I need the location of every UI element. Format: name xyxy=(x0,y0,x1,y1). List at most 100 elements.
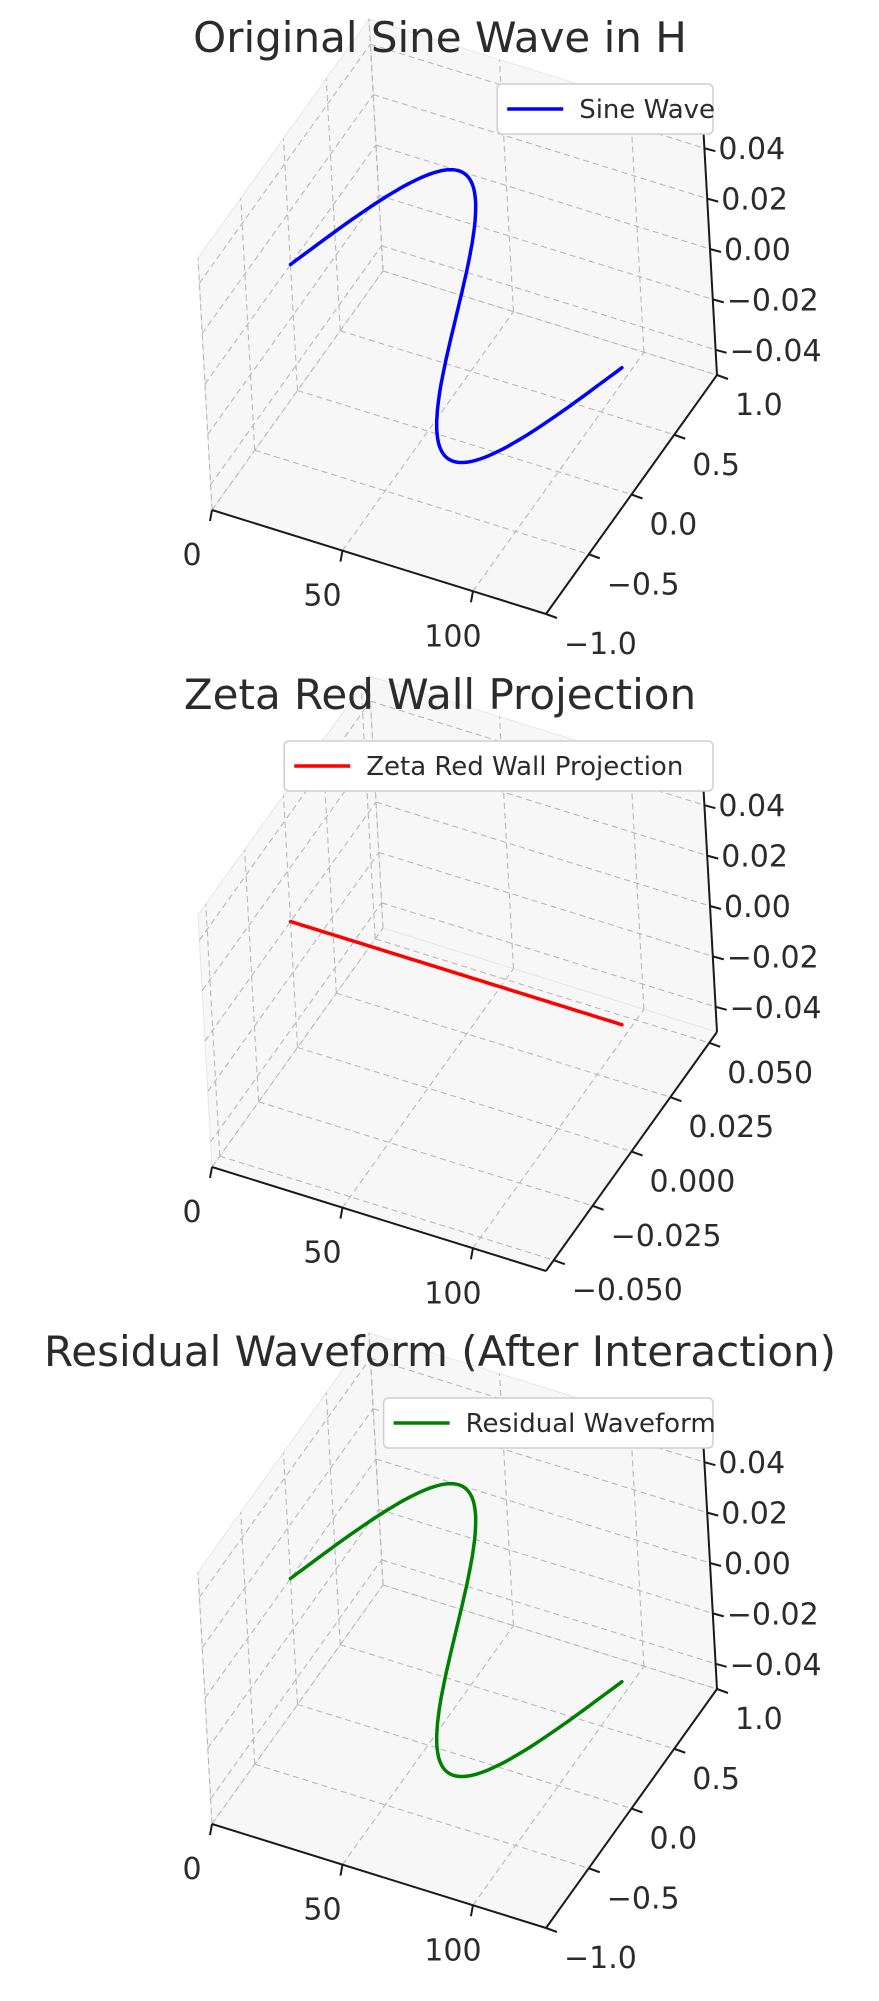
grid-line xyxy=(472,1665,645,1906)
x-axis-line xyxy=(211,1823,547,1929)
grid-line xyxy=(381,1559,716,1665)
z-tick-mark xyxy=(712,955,725,961)
grid-line xyxy=(240,1512,256,1765)
z-tick-mark xyxy=(709,1562,722,1567)
x-tick-label: 0 xyxy=(182,538,201,573)
grid-line xyxy=(197,257,213,511)
y-tick-mark xyxy=(716,1688,729,1694)
z-tick-mark xyxy=(706,1511,719,1517)
grid-line xyxy=(368,18,384,272)
x-tick-label: 100 xyxy=(424,619,481,654)
grid-line xyxy=(204,801,377,1042)
grid-line xyxy=(373,1408,708,1514)
grid-line xyxy=(373,94,708,200)
grid-line xyxy=(629,1414,645,1667)
x-tick-label: 50 xyxy=(303,579,341,614)
grid-line xyxy=(254,449,589,555)
y-tick-label: −1.0 xyxy=(564,1941,637,1976)
chart-title: Residual Waveform (After Interaction) xyxy=(44,1327,836,1376)
z-tick-label: −0.02 xyxy=(727,283,819,318)
grid-line xyxy=(205,904,221,1157)
grid-line xyxy=(342,1625,514,1865)
legend-label: Sine Wave xyxy=(579,95,715,125)
grid-line xyxy=(211,927,384,1168)
x-tick-mark xyxy=(339,550,344,562)
y-tick-mark xyxy=(588,553,601,560)
grid-line xyxy=(378,194,713,300)
grid-line xyxy=(375,1458,711,1564)
y-tick-mark xyxy=(553,1259,566,1266)
grid-line xyxy=(210,245,383,486)
y-tick-label: 0.000 xyxy=(650,1165,736,1200)
x-tick-mark xyxy=(209,1166,213,1179)
grid-line xyxy=(629,757,645,1010)
x-tick-label: 100 xyxy=(424,1933,481,1968)
y-tick-mark xyxy=(670,1096,682,1103)
y-tick-label: 0.0 xyxy=(650,1822,698,1857)
grid-line xyxy=(368,675,384,929)
z-tick-mark xyxy=(706,197,719,203)
x-tick-label: 50 xyxy=(303,1893,341,1928)
x-tick-label: 50 xyxy=(303,1236,341,1271)
grid-line xyxy=(378,851,713,957)
legend: Zeta Red Wall Projection xyxy=(283,740,714,792)
grid-line xyxy=(325,1392,341,1645)
y-tick-label: −0.5 xyxy=(607,1881,680,1916)
grid-line xyxy=(340,330,675,436)
grid-line xyxy=(240,198,256,451)
x-tick-mark xyxy=(469,591,474,603)
x-axis-line xyxy=(211,1166,547,1272)
grid-line xyxy=(368,1332,384,1586)
z-tick-mark xyxy=(709,905,722,910)
grid-line xyxy=(378,1508,713,1614)
x-axis-line xyxy=(211,509,547,615)
z-tick-label: −0.02 xyxy=(727,1597,819,1632)
grid-line xyxy=(297,1703,632,1810)
z-tick-mark xyxy=(704,147,716,153)
y-tick-label: 0.050 xyxy=(727,1056,813,1091)
grid-line xyxy=(244,849,260,1102)
grid-line xyxy=(381,902,716,1008)
z-tick-label: 0.00 xyxy=(724,890,791,925)
legend: Residual Waveform xyxy=(382,1397,716,1449)
z-tick-mark xyxy=(712,298,725,304)
z-tick-mark xyxy=(704,1461,716,1467)
y-tick-mark xyxy=(545,1927,558,1933)
grid-line xyxy=(472,1008,645,1249)
x-tick-mark xyxy=(339,1864,344,1876)
z-tick-label: 0.00 xyxy=(724,1547,791,1582)
grid-line xyxy=(258,1101,593,1207)
x-tick-mark xyxy=(339,1207,344,1219)
grid-line xyxy=(375,801,711,907)
y-tick-label: 0.0 xyxy=(650,508,698,543)
z-tick-mark xyxy=(715,1005,727,1011)
y-tick-mark xyxy=(592,1204,604,1211)
z-tick-label: 0.02 xyxy=(721,840,788,875)
grid-line xyxy=(211,1584,384,1825)
z-tick-label: −0.04 xyxy=(730,1648,822,1683)
grid-line xyxy=(340,1644,675,1750)
grid-line xyxy=(254,1763,589,1869)
legend-box xyxy=(382,1397,714,1449)
chart-panel-2: 0 50 100 −0.050 −0.025 0.000 0.025 0.050 −0.04 −0… xyxy=(182,670,821,1311)
grid-line xyxy=(211,270,384,511)
z-tick-label: −0.04 xyxy=(730,334,822,369)
y-tick-label: −0.050 xyxy=(572,1273,683,1308)
z-tick-label: 0.00 xyxy=(724,233,791,268)
series-line-1 xyxy=(288,167,624,465)
y-tick-label: 1.0 xyxy=(735,388,783,423)
legend-box xyxy=(283,740,714,792)
y-tick-label: 1.0 xyxy=(735,1702,783,1737)
y-tick-mark xyxy=(673,1747,686,1754)
legend-label: Residual Waveform xyxy=(466,1409,716,1439)
legend: Sine Wave xyxy=(496,83,715,135)
y-tick-mark xyxy=(631,493,643,500)
grid-line xyxy=(207,852,380,1092)
grid-line xyxy=(373,751,708,857)
z-tick-label: −0.04 xyxy=(730,991,822,1026)
x-tick-label: 0 xyxy=(182,1852,201,1887)
grid-line xyxy=(325,78,341,331)
chart-title: Original Sine Wave in H xyxy=(193,13,687,62)
y-tick-mark xyxy=(673,433,686,440)
grid-line xyxy=(201,94,374,334)
